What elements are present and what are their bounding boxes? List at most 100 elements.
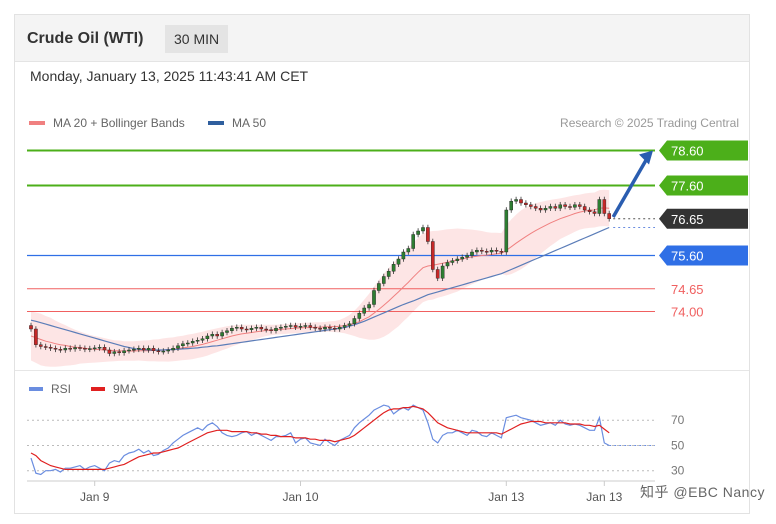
candle-body xyxy=(78,347,82,349)
candle-body xyxy=(602,199,607,214)
candle-body xyxy=(185,342,190,345)
candle-body xyxy=(220,332,224,337)
candle-body xyxy=(190,341,195,344)
candle-body xyxy=(386,271,391,277)
candle-body xyxy=(303,325,308,327)
level-tag-current xyxy=(659,208,748,229)
candle-body xyxy=(342,325,347,328)
candle-body xyxy=(284,326,288,328)
candle-body xyxy=(347,323,352,326)
candle-body xyxy=(333,328,337,330)
candle-body xyxy=(68,348,72,350)
candle-body xyxy=(230,328,234,331)
candle-body xyxy=(132,349,136,351)
candle-body xyxy=(318,328,322,330)
candle-body xyxy=(48,347,53,349)
candle-body xyxy=(460,257,465,260)
candle-body xyxy=(480,250,484,252)
candle-body xyxy=(58,349,63,351)
chart-header: Crude Oil (WTI) 30 MIN xyxy=(15,15,749,62)
candle-body xyxy=(29,325,33,330)
candle-body xyxy=(43,346,48,348)
candle-body xyxy=(166,349,171,352)
legend-ma20-label: MA 20 + Bollinger Bands xyxy=(53,116,185,130)
candle-body xyxy=(573,204,577,208)
candle-body xyxy=(293,325,298,328)
candle-body xyxy=(205,335,210,339)
candle-body xyxy=(607,213,611,219)
candle-body xyxy=(195,340,200,342)
legend-ma20-swatch xyxy=(29,121,45,125)
candle-body xyxy=(102,347,107,351)
candle-body xyxy=(382,276,386,284)
candle-body xyxy=(548,206,553,209)
candle-body xyxy=(592,211,597,214)
rsi-tick-label: 70 xyxy=(671,413,685,427)
candle-body xyxy=(391,264,396,272)
candle-body xyxy=(308,325,313,328)
legend-ma9-swatch xyxy=(91,387,105,391)
x-tick-label: Jan 10 xyxy=(282,490,318,504)
level-label-resistance: 77.60 xyxy=(671,179,704,194)
candle-body xyxy=(543,208,548,211)
candle-body xyxy=(141,348,146,351)
rsi-tick-label: 50 xyxy=(671,438,685,452)
candle-body xyxy=(171,348,175,351)
level-tag-pivot xyxy=(659,245,748,266)
level-label-pivot: 75.60 xyxy=(671,249,704,264)
timestamp: Monday, January 13, 2025 11:43:41 AM CET xyxy=(30,68,309,84)
candle-body xyxy=(426,227,430,242)
candle-body xyxy=(181,343,185,347)
candle-body xyxy=(239,327,244,330)
candle-body xyxy=(538,208,543,211)
legend-ma50: MA 50 xyxy=(208,116,266,130)
legend-ma20: MA 20 + Bollinger Bands xyxy=(29,116,185,130)
candle-body xyxy=(136,348,141,350)
candle-body xyxy=(87,348,92,350)
candle-body xyxy=(494,250,499,252)
candle-body xyxy=(225,330,229,333)
candle-body xyxy=(156,350,161,352)
candle-body xyxy=(259,327,264,330)
candle-body xyxy=(524,202,528,205)
candle-body xyxy=(578,204,582,207)
candle-body xyxy=(484,251,489,253)
candle-body xyxy=(416,230,420,235)
candle-body xyxy=(234,327,239,329)
candle-body xyxy=(558,204,562,209)
legend-ma50-label: MA 50 xyxy=(232,116,267,130)
panel-separator xyxy=(15,370,749,371)
candle-body xyxy=(210,334,215,337)
candle-body xyxy=(83,348,87,350)
candle-body xyxy=(161,350,166,353)
timeframe-badge[interactable]: 30 MIN xyxy=(165,25,229,53)
candle-body xyxy=(112,351,117,354)
candle-body xyxy=(489,250,494,253)
x-tick-label: Jan 9 xyxy=(80,490,110,504)
candle-body xyxy=(249,328,254,330)
level-label-support: 74.65 xyxy=(671,282,704,297)
candle-body xyxy=(151,348,156,351)
candle-body xyxy=(563,204,567,207)
candle-body xyxy=(146,348,151,351)
chart-svg: 78.60 77.60 76.65 75.60 74.65 74.00 70 50 30 Jan … xyxy=(27,140,748,504)
candle-body xyxy=(337,327,342,330)
candle-body xyxy=(377,283,381,291)
candle-body xyxy=(499,251,504,253)
instrument-title: Crude Oil (WTI) xyxy=(27,30,144,47)
candle-body xyxy=(352,318,357,324)
candle-body xyxy=(587,209,592,212)
forecast-arrow-head xyxy=(639,150,653,165)
candle-body xyxy=(269,329,273,331)
candle-body xyxy=(514,199,518,202)
candle-body xyxy=(582,206,587,211)
chart-card: Crude Oil (WTI) 30 MIN Monday, January 1… xyxy=(14,14,750,514)
candle-body xyxy=(97,347,102,349)
candle-body xyxy=(53,348,58,350)
level-label-support: 74.00 xyxy=(671,305,704,320)
rsi-ma9-line xyxy=(30,405,610,470)
level-label-current: 76.65 xyxy=(671,212,704,227)
candle-body xyxy=(597,199,602,214)
candle-body xyxy=(39,344,43,347)
rsi-tick-label: 30 xyxy=(671,464,685,478)
